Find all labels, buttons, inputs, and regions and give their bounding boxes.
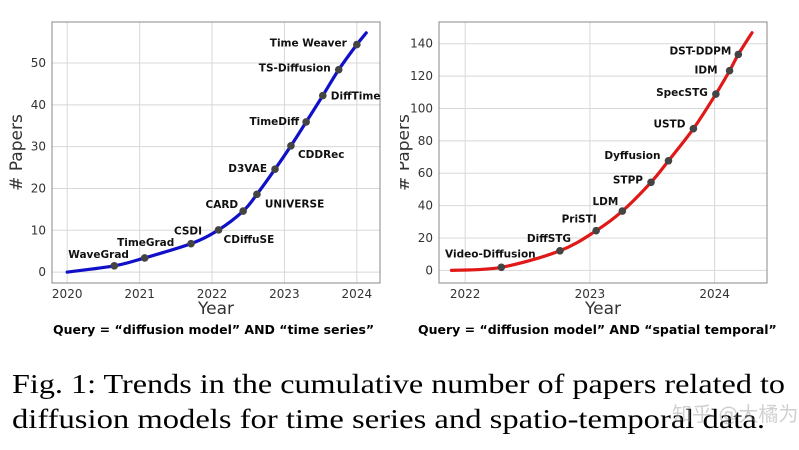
data-point-marker [110, 262, 119, 270]
data-point-label: CDiffuSE [224, 234, 275, 246]
y-tick-label: 10 [31, 223, 46, 237]
data-point-label: UNIVERSE [265, 198, 324, 210]
data-point-label: LDM [592, 196, 618, 208]
data-point-marker [214, 226, 223, 234]
y-tick-label: 30 [31, 140, 46, 154]
data-point-marker [302, 118, 310, 126]
data-point-label: DST-DDPM [669, 45, 731, 57]
x-tick-label: 2023 [269, 287, 300, 301]
chart-spatial-temporal: 2022 2023 2024 0 20 40 60 80 100 120 140 Year # Pape… [400, 21, 768, 319]
data-point-label: CDDRec [298, 149, 345, 161]
data-point-marker [497, 263, 506, 272]
y-axis-label: # Papers [400, 114, 414, 191]
y-tick-label: 100 [410, 101, 433, 115]
x-tick-label: 2024 [699, 287, 730, 301]
data-point-label: Dyffusion [604, 150, 660, 162]
data-point-marker [734, 50, 743, 59]
y-tick-label: 120 [410, 69, 433, 83]
data-point-marker [239, 207, 247, 215]
figure-caption: Fig. 1: Trends in the cumulative number … [12, 369, 785, 434]
data-point-marker [725, 66, 734, 75]
caption-line-2: diffusion models for time series and spa… [12, 404, 765, 434]
data-point-label: TimeGrad [117, 237, 174, 249]
data-point-marker [140, 254, 149, 262]
y-tick-label: 0 [38, 265, 46, 279]
plot-frame [438, 21, 768, 284]
data-point-marker [618, 207, 627, 215]
watermark: 知乎 @大橘为重 [672, 402, 799, 426]
data-point-marker [334, 65, 343, 74]
plot-frame [51, 21, 381, 284]
data-point-label: D3VAE [228, 163, 267, 175]
data-point-label: DiffSTG [527, 233, 571, 245]
data-point-label: Time Weaver [270, 38, 348, 50]
x-axis-label: Year [584, 299, 621, 319]
data-point-marker [664, 156, 673, 165]
y-tick-label: 40 [418, 199, 433, 213]
data-point-label: CSDI [174, 226, 202, 238]
data-point-marker [187, 239, 195, 248]
data-point-marker [271, 165, 279, 174]
data-point-label: Video-Diffusion [445, 248, 536, 260]
chart-time-series: 2020 2021 2022 2023 2024 0 10 20 30 40 50 Year # Pap… [7, 21, 381, 319]
data-point-label: USTD [653, 119, 685, 131]
x-tick-label: 2020 [52, 287, 83, 301]
y-tick-label: 60 [418, 166, 433, 180]
data-point-label: STPP [613, 174, 643, 186]
caption-line-1: Fig. 1: Trends in the cumulative number … [12, 369, 785, 399]
data-point-marker [287, 142, 295, 150]
data-point-label: IDM [695, 65, 718, 77]
y-tick-label: 0 [425, 263, 433, 277]
query-label-spatial-temporal: Query = “diffusion model” AND “spatial t… [418, 322, 777, 337]
data-point-label: CARD [206, 199, 239, 211]
data-point-label: WaveGrad [68, 249, 129, 261]
y-tick-label: 40 [31, 98, 46, 112]
y-tick-label: 20 [31, 181, 46, 195]
data-point-marker [712, 90, 720, 98]
y-tick-label: 80 [418, 134, 433, 148]
data-point-marker [689, 124, 698, 133]
data-point-label: SpecSTG [656, 87, 708, 99]
y-tick-label: 140 [410, 37, 433, 51]
data-point-label: TimeDiff [249, 116, 299, 128]
data-point-label: TS-Diffusion [259, 63, 331, 75]
y-tick-label: 20 [418, 231, 433, 245]
data-point-marker [253, 190, 261, 199]
data-point-marker [647, 178, 655, 187]
data-point-label: DiffTime [331, 91, 381, 103]
y-axis-label: # Papers [7, 114, 27, 191]
x-tick-label: 2022 [450, 287, 481, 301]
x-tick-label: 2024 [342, 287, 373, 301]
data-point-marker [353, 40, 361, 49]
query-label-time-series: Query = “diffusion model” AND “time seri… [53, 322, 375, 337]
data-point-marker [318, 91, 327, 100]
y-tick-label: 50 [31, 56, 46, 70]
x-tick-label: 2021 [124, 287, 155, 301]
x-tick-label: 2023 [575, 287, 606, 301]
x-axis-label: Year [197, 299, 234, 319]
data-point-marker [556, 246, 564, 255]
data-point-label: PriSTI [562, 214, 597, 226]
x-tick-label: 2022 [197, 287, 228, 301]
data-point-marker [592, 226, 600, 235]
